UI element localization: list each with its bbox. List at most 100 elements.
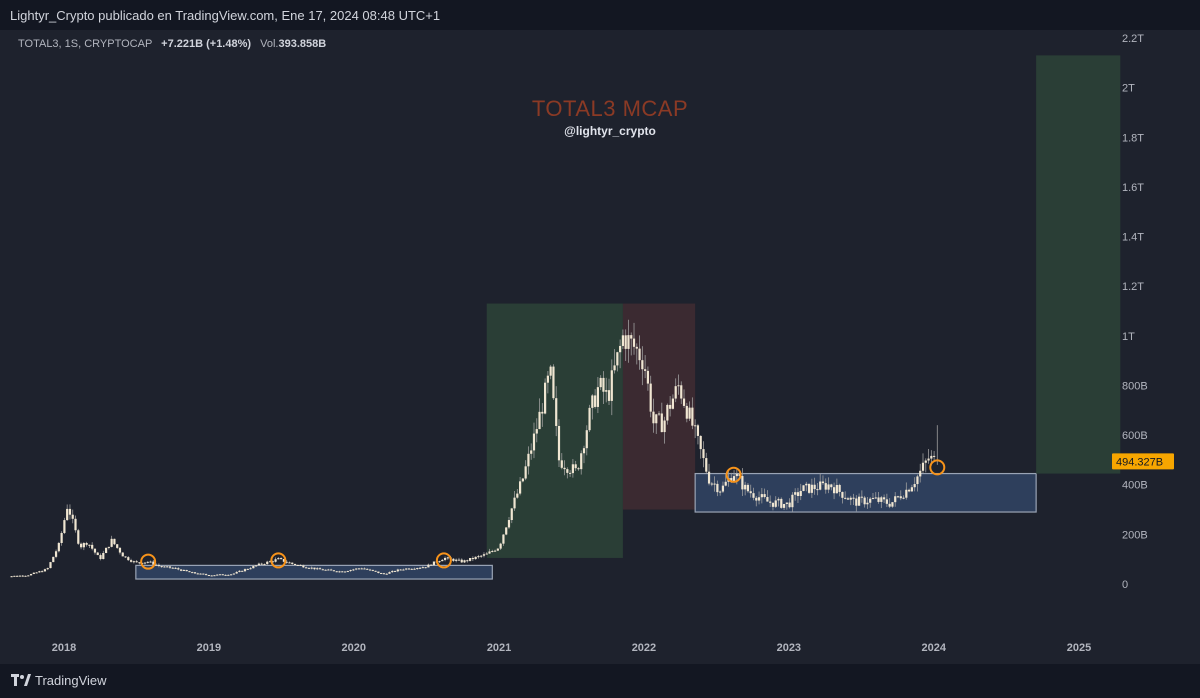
footer-bar: TradingView [0,664,1200,698]
candle-body [908,489,911,492]
candle-body [77,530,80,544]
candle-body [104,547,108,554]
candle-body [785,502,788,504]
candle-body [396,569,399,572]
candle-body [819,481,822,490]
candle-body [702,449,705,459]
last-price-label: 494.327B [1116,456,1163,468]
candle-body [38,571,41,573]
candle-body [252,565,255,569]
candle-body [168,566,172,568]
candle-body [238,570,241,572]
candle-body [27,575,30,577]
candles-group [5,319,936,578]
candle-body [846,498,850,500]
candle-body [49,562,52,569]
candle-body [499,543,502,549]
zone-red-1 [622,303,696,510]
candle-body [388,572,391,574]
candle-body [463,560,466,563]
x-tick-label-3: 2021 [487,642,511,654]
candle-body [313,567,316,570]
candle-body [221,574,224,576]
candle-body [341,571,344,573]
candle-body [288,562,291,564]
candle-body [655,414,658,424]
candle-body [246,568,249,570]
candle-body [560,460,563,468]
candle-body [730,477,733,482]
candle-body [638,348,641,361]
candle-body [830,484,833,488]
candle-body [696,425,700,436]
zone-blue-2 [135,564,493,580]
candle-body [154,564,158,566]
footer-brand[interactable]: TradingView [35,673,107,688]
candle-body [877,497,880,502]
candle-body [213,575,216,577]
candle-body [482,554,486,556]
candle-body [624,335,627,349]
candle-body [410,568,413,570]
candle-body [427,564,430,568]
candle-body [669,404,672,409]
candle-body [871,497,875,499]
candle-body [480,555,483,557]
candle-body [416,568,419,570]
candle-body [149,561,152,563]
x-tick-label-5: 2023 [777,642,801,654]
candle-body [241,570,244,572]
candle-body [874,497,877,499]
candle-body [782,503,786,508]
symbol-legend: TOTAL3, 1S, CRYPTOCAP +7.221B (+1.48%) V… [18,38,326,50]
candle-body [232,573,235,575]
candle-body [5,577,7,578]
candle-body [930,455,933,459]
candle-body [71,514,74,519]
candle-body [585,430,588,449]
x-tick-label-6: 2024 [921,642,946,654]
candle-body [268,561,272,563]
candle-body [796,492,800,496]
candle-body [357,568,361,570]
candle-body [235,571,238,574]
candle-body [521,478,524,482]
candle-body [816,489,819,491]
candle-body [571,464,574,474]
candle-body [527,453,530,467]
candle-body [343,571,347,573]
candle-body [849,497,852,500]
candle-body [29,573,33,576]
candle-body [880,497,883,502]
candle-body [513,497,516,509]
candle-body [91,544,94,549]
candle-body [913,484,916,488]
candle-body [374,570,377,572]
candle-body [538,411,541,430]
candle-body [921,462,925,471]
candle-body [391,570,394,573]
candle-body [832,487,836,494]
candle-body [555,398,558,426]
x-tick-label-4: 2022 [632,642,656,654]
candle-body [99,555,102,560]
candle-body [905,489,908,498]
candle-body [666,404,669,421]
candle-body [399,569,402,571]
y-tick-label-0: 0 [1122,579,1128,591]
candle-body [385,573,388,575]
candle-body [760,494,763,498]
candle-body [477,556,480,558]
candle-body [366,568,369,570]
candle-body [327,569,330,571]
candle-body [460,559,463,563]
candle-body [474,556,477,560]
candle-body [324,569,327,571]
candle-body [685,405,688,419]
candle-body [113,538,116,545]
candle-body [613,365,616,371]
candle-body [132,561,135,563]
candle-body [738,473,741,477]
candle-body [582,448,586,454]
